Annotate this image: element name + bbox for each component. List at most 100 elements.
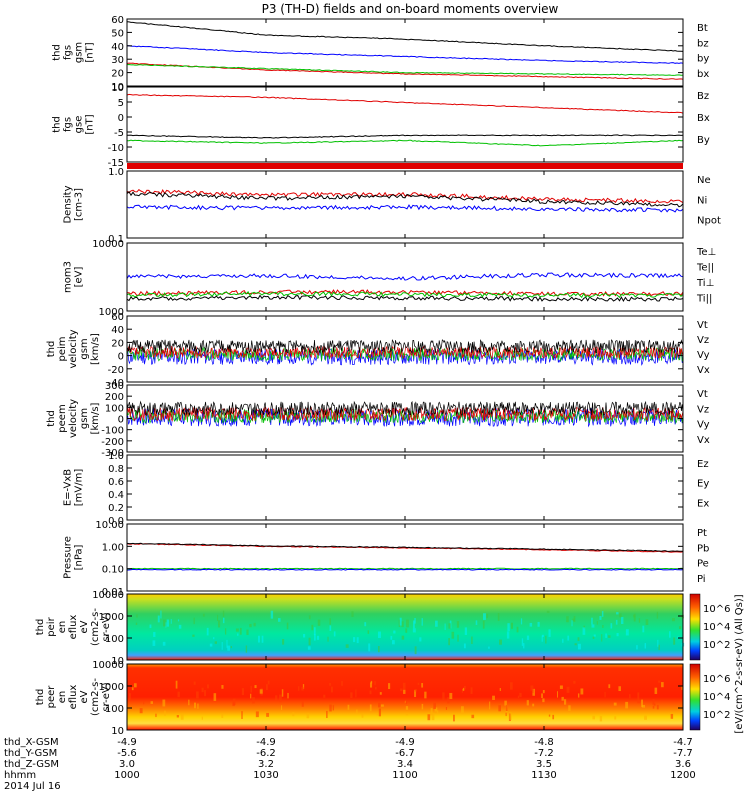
spectrogram-speckle — [548, 629, 551, 637]
spectrogram-speckle — [447, 697, 450, 704]
spectrogram-speckle — [433, 702, 436, 709]
colorbar-tick-label: 10^6 — [703, 604, 730, 615]
spectrogram-speckle — [281, 689, 284, 697]
spectrogram-speckle — [532, 703, 535, 707]
legend-entry: Vz — [697, 404, 709, 415]
spectrogram-speckle — [616, 633, 619, 637]
spectrogram-speckle — [497, 613, 500, 621]
spectrogram-speckle — [400, 688, 403, 692]
y-axis-label: thdpeemvelocitygsm[km/s] — [46, 399, 101, 438]
spectrogram-speckle — [278, 618, 281, 622]
y-tick-label: 20 — [111, 338, 124, 349]
legend-entry: Vy — [697, 420, 710, 431]
y-tick-label: 10 — [111, 726, 124, 737]
spectrogram-speckle — [470, 687, 473, 694]
spectrogram-speckle — [308, 637, 311, 646]
series-line-Ne — [126, 189, 684, 204]
spectrogram-speckle — [619, 613, 622, 618]
legend-entry: Ey — [697, 479, 709, 490]
series-line-Ti|| — [126, 291, 684, 299]
spectrogram-speckle — [566, 616, 569, 623]
spectrogram-speckle — [303, 634, 306, 638]
spectrogram-speckle — [317, 619, 321, 626]
spectrogram-speckle — [281, 705, 283, 710]
x-axis-row-value: 1100 — [392, 770, 417, 781]
spectrogram-speckle — [162, 699, 166, 707]
spectrogram-speckle — [488, 646, 490, 649]
spectrogram-speckle — [201, 687, 204, 693]
spectrogram-speckle — [489, 701, 491, 710]
y-axis-label: thdpeirenefluxeV(cm2-s-sr-eV) — [35, 608, 112, 646]
spectrogram-speckle — [591, 624, 595, 628]
spectrogram-speckle — [681, 614, 684, 619]
y-tick-label: 10 — [111, 83, 124, 94]
spectrogram-speckle — [545, 635, 547, 644]
spectrogram-speckle — [427, 714, 431, 721]
spectrogram-speckle — [556, 691, 558, 698]
x-axis-row-value: -7.2 — [534, 748, 554, 759]
legend-entry: by — [697, 54, 709, 65]
spectrogram-speckle — [583, 625, 586, 630]
spectrogram-speckle — [177, 691, 180, 698]
spectrogram-speckle — [537, 621, 540, 627]
series-line-Bt — [126, 21, 684, 52]
spectrogram-speckle — [399, 617, 402, 626]
legend-entry: Vx — [697, 435, 710, 446]
spectrogram-speckle — [614, 716, 617, 720]
spectrogram-speckle — [221, 642, 223, 650]
spectrogram-speckle — [530, 685, 534, 691]
spectrogram-speckle — [333, 631, 336, 637]
spectrogram-speckle — [678, 626, 682, 630]
spectrogram-speckle — [307, 646, 311, 650]
spectrogram-speckle — [221, 714, 224, 718]
legend-entry: Ez — [697, 459, 709, 470]
spectrogram-speckle — [157, 615, 160, 623]
panel-frame-6 — [126, 454, 684, 521]
spectrogram-speckle — [571, 620, 573, 627]
legend-entry: Te⊥ — [696, 247, 716, 258]
x-axis-row-label: thd_X-GSM — [4, 737, 59, 748]
x-axis-row-value: 3.0 — [119, 759, 135, 770]
spectrogram-speckle — [255, 711, 259, 718]
y-axis-label: mom3[eV] — [63, 261, 85, 293]
spectrogram-speckle — [413, 620, 415, 629]
panel-frame-0 — [126, 18, 684, 87]
page-title: P3 (TH-D) fields and on-board moments ov… — [262, 2, 559, 16]
spectrogram-speckle — [227, 645, 231, 651]
colorbar-tick-label: 10^2 — [703, 640, 730, 651]
spectrogram-speckle — [499, 639, 502, 645]
spectrogram-speckle — [378, 702, 381, 708]
series-line-Te⊥ — [126, 272, 684, 281]
spectrogram-speckle — [249, 623, 252, 628]
spectrogram-speckle — [509, 712, 512, 720]
y-axis-label: Density[cm-3] — [63, 185, 85, 223]
spectrogram-speckle — [201, 716, 203, 720]
spectrogram-speckle — [521, 638, 524, 646]
spectrogram-speckle — [561, 696, 564, 701]
spectrogram-speckle — [592, 715, 596, 720]
x-axis-row-value: -6.2 — [256, 748, 276, 759]
y-tick-label: -200 — [101, 437, 124, 448]
y-tick-label: -40 — [108, 378, 124, 389]
spectrogram-speckle — [608, 684, 611, 689]
spectrogram-speckle — [329, 618, 331, 625]
legend-entry: Bz — [697, 91, 709, 102]
spectrogram-speckle — [133, 683, 137, 688]
y-tick-label: 1.00 — [102, 542, 124, 553]
spectrogram-speckle — [615, 619, 618, 625]
spectrogram-speckle — [633, 613, 636, 622]
spectrogram-speckle — [652, 705, 655, 709]
spectrogram-speckle — [302, 684, 305, 689]
spectrogram-speckle — [580, 688, 584, 695]
x-axis-row-value: -5.6 — [117, 748, 137, 759]
spectrogram-speckle — [482, 613, 486, 620]
y-tick-label: -20 — [108, 365, 124, 376]
legend-entry: Bx — [697, 113, 710, 124]
spectrogram-speckle — [414, 689, 418, 692]
legend-entry: By — [697, 135, 710, 146]
legend-entry: Vt — [697, 320, 708, 331]
spectrogram-speckle — [471, 636, 473, 644]
y-tick-label: 60 — [111, 15, 124, 26]
spectrogram-speckle — [414, 689, 417, 698]
legend-entry: Ti⊥ — [696, 278, 714, 289]
